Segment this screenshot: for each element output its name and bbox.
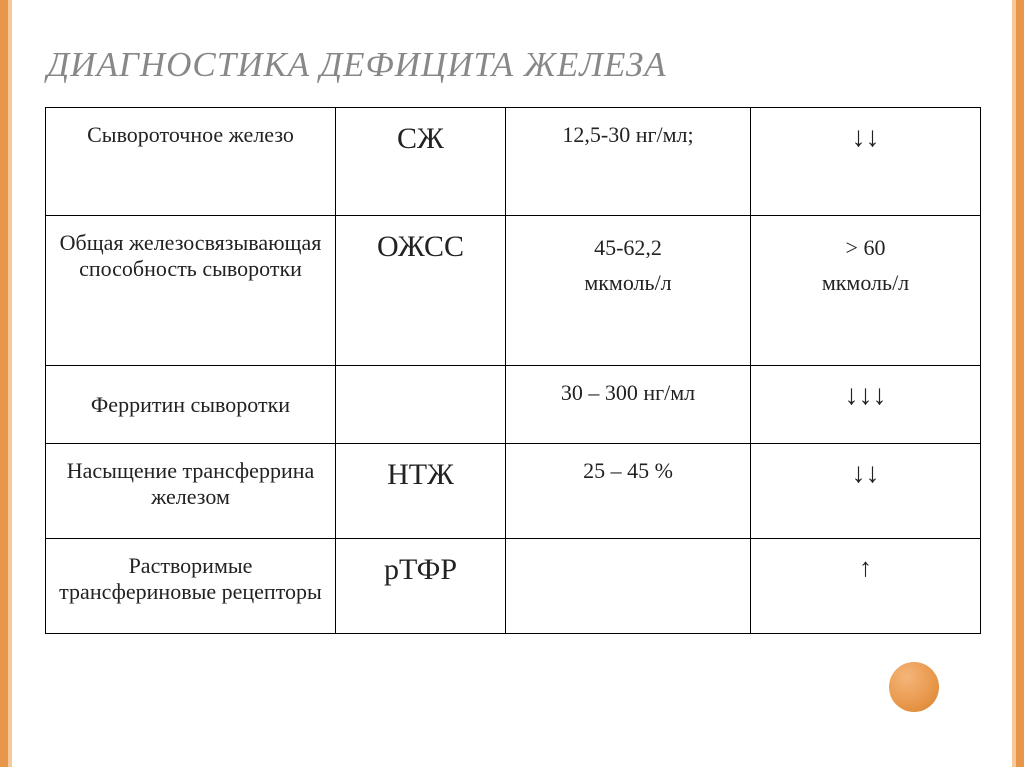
cell-abbr: ОЖСС bbox=[336, 216, 506, 366]
cell-range: 30 – 300 нг/мл bbox=[506, 366, 751, 444]
cell-abbr: СЖ bbox=[336, 108, 506, 216]
cell-change: ↓↓ bbox=[751, 444, 981, 539]
table-row: Сывороточное железо СЖ 12,5-30 нг/мл; ↓↓ bbox=[46, 108, 981, 216]
cell-range: 12,5-30 нг/мл; bbox=[506, 108, 751, 216]
page-title: ДИАГНОСТИКА ДЕФИЦИТА ЖЕЛЕЗА bbox=[47, 45, 980, 85]
cell-abbr bbox=[336, 366, 506, 444]
table-row: Насыщение трансферрина железом НТЖ 25 – … bbox=[46, 444, 981, 539]
cell-name: Ферритин сыворотки bbox=[46, 366, 336, 444]
cell-abbr: рТФР bbox=[336, 539, 506, 634]
diagnostics-table: Сывороточное железо СЖ 12,5-30 нг/мл; ↓↓… bbox=[45, 107, 981, 634]
cell-change: > 60мкмоль/л bbox=[751, 216, 981, 366]
decor-dot-icon bbox=[889, 662, 939, 712]
cell-name: Сывороточное железо bbox=[46, 108, 336, 216]
cell-range: 45-62,2мкмоль/л bbox=[506, 216, 751, 366]
cell-change: ↓↓ bbox=[751, 108, 981, 216]
cell-change: ↓↓↓ bbox=[751, 366, 981, 444]
cell-range: 25 – 45 % bbox=[506, 444, 751, 539]
decor-left-bar bbox=[0, 0, 8, 767]
decor-right-bar bbox=[1016, 0, 1024, 767]
table-row: Ферритин сыворотки 30 – 300 нг/мл ↓↓↓ bbox=[46, 366, 981, 444]
cell-name: Растворимые трансфериновые рецепторы bbox=[46, 539, 336, 634]
cell-change: ↑ bbox=[751, 539, 981, 634]
table-row: Растворимые трансфериновые рецепторы рТФ… bbox=[46, 539, 981, 634]
cell-range bbox=[506, 539, 751, 634]
table-row: Общая железосвязывающая способность сыво… bbox=[46, 216, 981, 366]
decor-right-bar-inner bbox=[1012, 0, 1016, 767]
cell-name: Общая железосвязывающая способность сыво… bbox=[46, 216, 336, 366]
cell-abbr: НТЖ bbox=[336, 444, 506, 539]
slide-content: ДИАГНОСТИКА ДЕФИЦИТА ЖЕЛЕЗА Сывороточное… bbox=[45, 45, 980, 634]
cell-name: Насыщение трансферрина железом bbox=[46, 444, 336, 539]
decor-left-bar-inner bbox=[8, 0, 12, 767]
